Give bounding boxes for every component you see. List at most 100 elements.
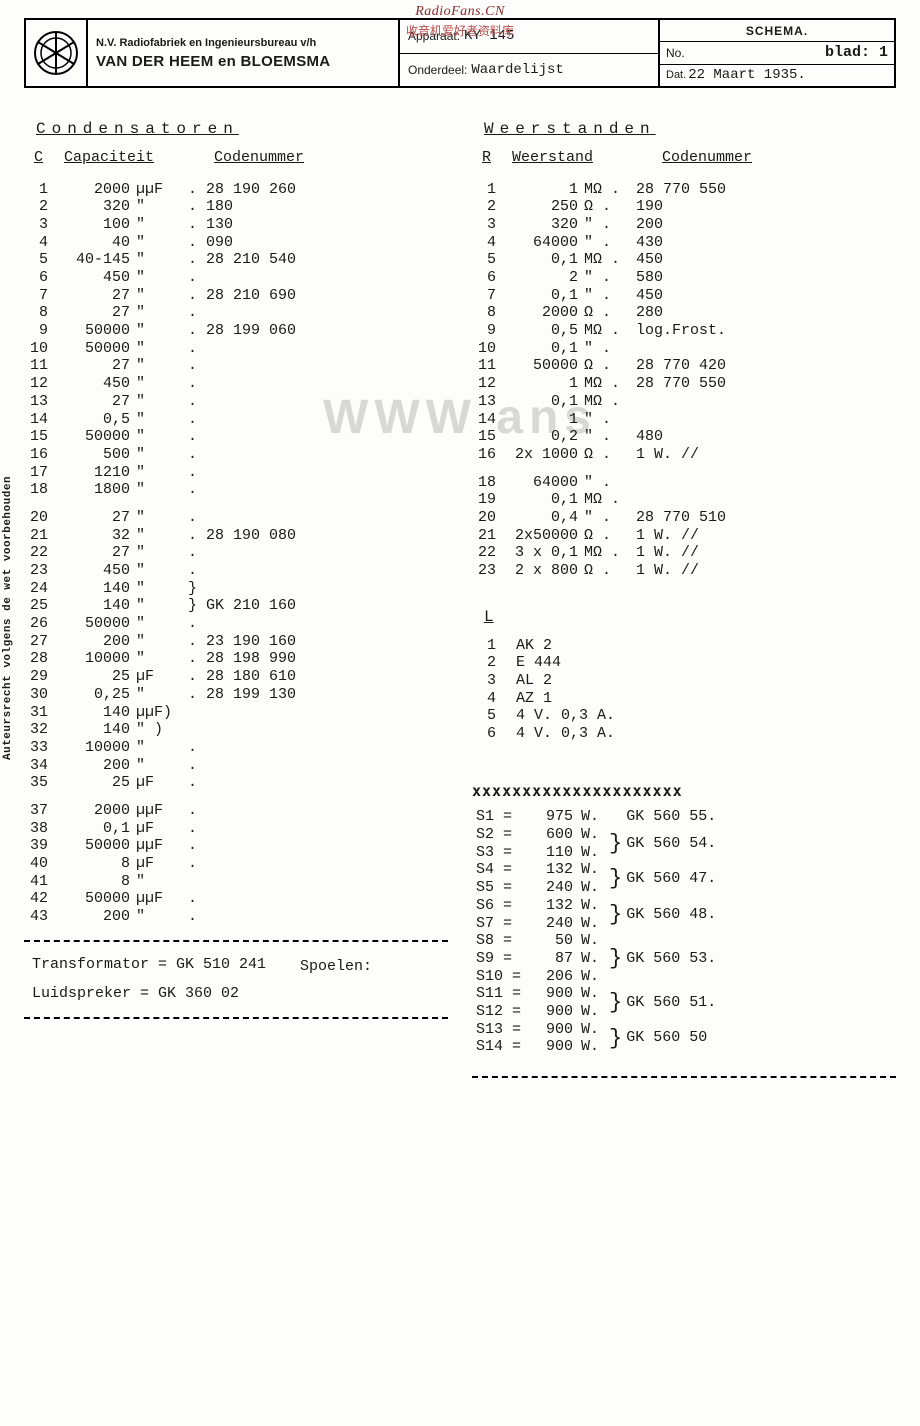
table-row: 2227". [24, 544, 448, 562]
table-row: 464000" . 430 [472, 234, 896, 252]
side-copyright: Auteursrecht volgens de wet voorbehouden [2, 476, 14, 760]
onderdeel-value: Waardelijst [471, 62, 563, 78]
table-row: 2027". [24, 509, 448, 527]
table-row: 3950000µµF. [24, 837, 448, 855]
table-row: 43200". [24, 908, 448, 926]
table-row: 727". 28 210 690 [24, 287, 448, 305]
table-row: 4250000µµF. [24, 890, 448, 908]
table-row: 31140µµF) [24, 704, 448, 722]
table-row: 12450". [24, 375, 448, 393]
table-row: 12000µµF. 28 190 260 [24, 181, 448, 199]
table-row: 70,1" . 450 [472, 287, 896, 305]
table-row: 223 x 0,1MΩ .1 W. // [472, 544, 896, 562]
no-label: No. [666, 46, 685, 60]
page: RadioFans.CN 收音机爱好者资料库 WWW ans Auteursre… [0, 0, 920, 1426]
table-row: 3100". 130 [24, 216, 448, 234]
left-column: Condensatoren C Capaciteit Codenummer 12… [24, 106, 448, 1092]
table-row: S1 =975W.GK 560 55. [472, 808, 720, 826]
weerstanden-subhead: R Weerstand Codenummer [472, 149, 896, 167]
table-row: 2650000". [24, 615, 448, 633]
head-code-r: Codenummer [662, 149, 896, 167]
head-cap: Capaciteit [64, 149, 214, 167]
table-row: 1864000" . [472, 474, 896, 492]
table-row: 2320". 180 [24, 198, 448, 216]
schema-label: SCHEMA. [660, 20, 894, 41]
right-column: Weerstanden R Weerstand Codenummer 11MΩ … [472, 106, 896, 1092]
table-row: 90,5MΩ .log.Frost. [472, 322, 896, 340]
table-row: 64 V. 0,3 A. [472, 725, 896, 743]
head-c: C [24, 149, 64, 167]
table-row: 1127". [24, 357, 448, 375]
body: Condensatoren C Capaciteit Codenummer 12… [24, 106, 896, 1092]
table-row: 950000". 28 199 060 [24, 322, 448, 340]
table-row: S4 =132W.}GK 560 47. [472, 861, 720, 879]
table-row: 54 V. 0,3 A. [472, 707, 896, 725]
dat-value: 22 Maart 1935. [688, 67, 806, 83]
table-row: 380,1µF. [24, 820, 448, 838]
watermark-top: RadioFans.CN [415, 4, 505, 20]
table-row: 50,1MΩ . 450 [472, 251, 896, 269]
table-row: 3AL 2 [472, 672, 896, 690]
table-row: 540-145". 28 210 540 [24, 251, 448, 269]
table-row: 150,2" . 480 [472, 428, 896, 446]
table-row: 141" . [472, 411, 896, 429]
table-row: 11MΩ .28 770 550 [472, 181, 896, 199]
table-row: 2250Ω . 190 [472, 198, 896, 216]
table-row [472, 464, 896, 474]
table-row: 3310000". [24, 739, 448, 757]
table-row: S2 =600W.}GK 560 54. [472, 826, 720, 844]
table-row: 232 x 800Ω .1 W. // [472, 562, 896, 580]
table-row: 1050000". [24, 340, 448, 358]
table-row: 200,4" .28 770 510 [472, 509, 896, 527]
company-block: N.V. Radiofabriek en Ingenieursbureau v/… [88, 20, 400, 86]
dat-label: Dat. [666, 69, 686, 81]
table-row: 1550000". [24, 428, 448, 446]
table-row: 2810000". 28 198 990 [24, 650, 448, 668]
watermark-sub: 收音机爱好者资料库 [406, 22, 514, 39]
table-row: S8 =50W.}GK 560 53. [472, 932, 720, 950]
table-row: 2E 444 [472, 654, 896, 672]
condensatoren-title: Condensatoren [36, 120, 448, 139]
table-row: 3525µF. [24, 774, 448, 792]
table-row: 130,1MΩ . [472, 393, 896, 411]
condensatoren-subhead: C Capaciteit Codenummer [24, 149, 448, 167]
header-right: SCHEMA. No. blad: 1 Dat. 22 Maart 1935. [660, 20, 894, 86]
logo-icon [33, 30, 79, 76]
table-row: 1327". [24, 393, 448, 411]
blad-value: 1 [879, 44, 888, 61]
table-row: 4AZ 1 [472, 690, 896, 708]
table-row: S13 =900W.}GK 560 50 [472, 1021, 720, 1039]
table-row: 6450". [24, 269, 448, 287]
table-row: 300,25". 28 199 130 [24, 686, 448, 704]
table-row: 212x50000Ω .1 W. // [472, 527, 896, 545]
transformator: Transformator = GK 510 241 [32, 956, 448, 974]
table-row: S6 =132W.}GK 560 48. [472, 897, 720, 915]
table-row: 190,1MΩ . [472, 491, 896, 509]
spoelen-table: S1 =975W.GK 560 55.S2 =600W.}GK 560 54. S… [472, 808, 720, 1056]
blad-label: blad: [825, 44, 870, 61]
company-logo [26, 20, 88, 86]
luidspreker: Luidspreker = GK 360 02 [32, 985, 448, 1003]
table-row: 140,5". [24, 411, 448, 429]
table-row: 2132". 28 190 080 [24, 527, 448, 545]
table-row: 82000Ω . 280 [472, 304, 896, 322]
table-row: 2925µF. 28 180 610 [24, 668, 448, 686]
table-row: 100,1" . [472, 340, 896, 358]
table-row: 1AK 2 [472, 637, 896, 655]
onderdeel-label: Onderdeel: [408, 63, 467, 77]
table-row: 171210". [24, 464, 448, 482]
L-table: 1AK 22E 4443AL 24AZ 154 V. 0,3 A.64 V. 0… [472, 637, 896, 743]
strike-row: xxxxxxxxxxxxxxxxxxxxx [472, 783, 896, 801]
head-r: R [472, 149, 512, 167]
company-line1: N.V. Radiofabriek en Ingenieursbureau v/… [96, 37, 390, 49]
table-row: 1150000Ω .28 770 420 [472, 357, 896, 375]
divider-3 [472, 1076, 896, 1078]
table-row: S11 =900W.}GK 560 51. [472, 985, 720, 1003]
table-row: 121MΩ .28 770 550 [472, 375, 896, 393]
table-row: 16500". [24, 446, 448, 464]
company-line2: VAN DER HEEM en BLOEMSMA [96, 53, 390, 70]
weerstanden-table: 11MΩ .28 770 5502250Ω . 1903320" . 20046… [472, 181, 896, 580]
table-row: 418" [24, 873, 448, 891]
table-row: 827". [24, 304, 448, 322]
table-row: 162x 1000Ω .1 W. // [472, 446, 896, 464]
